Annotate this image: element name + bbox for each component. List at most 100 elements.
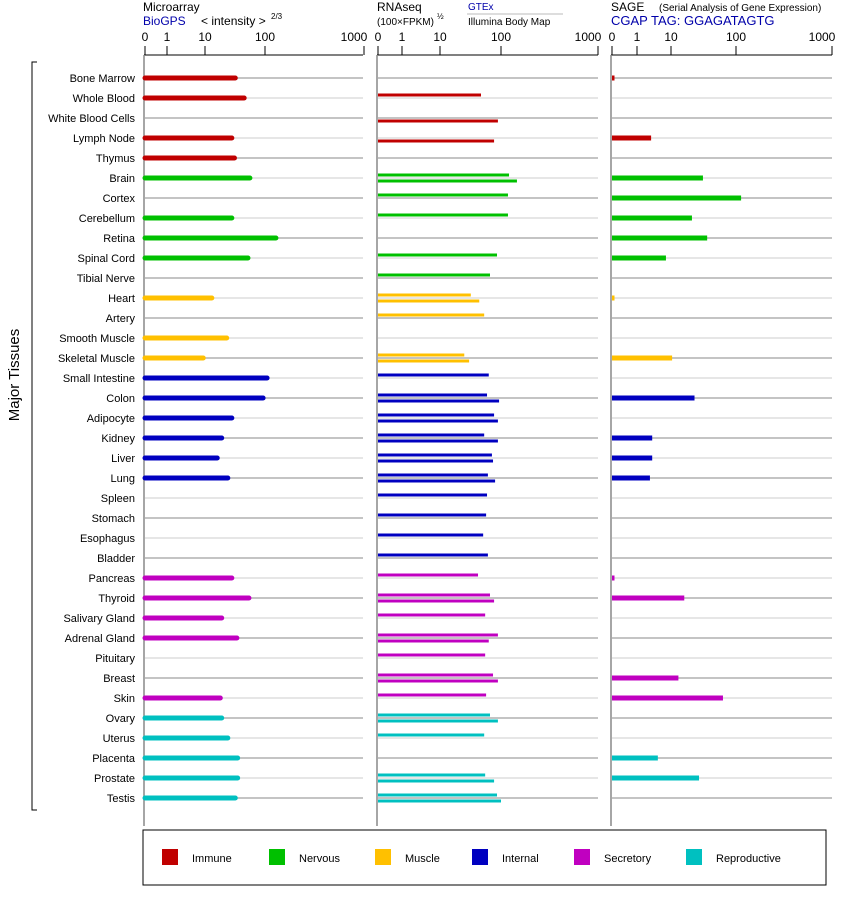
tissue-label: Bone Marrow [70,73,135,85]
legend-label-internal: Internal [502,853,539,865]
microarray-tick-label: 100 [255,30,275,44]
rnaseq-bar [378,353,465,357]
legend-label-immune: Immune [192,853,232,865]
rnaseq-bar [378,93,481,97]
microarray-tick-label: 1 [164,30,171,44]
microarray-exponent: 2/3 [271,12,283,21]
rnaseq-title: RNAseq [377,0,422,14]
sage-tick-label: 100 [726,30,746,44]
sage-tick-label: 1000 [809,30,836,44]
legend-swatch-nervous [269,849,285,865]
tissue-label: Heart [108,293,135,305]
rnaseq-bar [378,493,488,497]
rnaseq-bar [378,473,488,477]
rnaseq-bar [378,633,498,637]
rnaseq-tick-label: 1 [399,30,406,44]
sage-bar [612,355,673,361]
sage-bar [612,575,615,581]
rnaseq-bar [378,779,495,783]
sage-title: SAGE [611,0,644,14]
tissue-label: Placenta [92,753,136,765]
tissue-label: Uterus [103,733,136,745]
tissue-label: Whole Blood [73,93,135,105]
rnaseq-bar [378,293,471,297]
tissue-label: Retina [103,233,136,245]
tissue-label: Prostate [94,773,135,785]
gtex-link[interactable]: GTEx [468,2,494,13]
tissue-label: Smooth Muscle [59,333,135,345]
tissue-label: Cortex [103,193,136,205]
rnaseq-tick-label: 0 [375,30,382,44]
tissue-label: Brain [109,173,135,185]
rnaseq-bar [378,119,498,123]
tissue-label: Pituitary [95,653,135,665]
legend-swatch-immune [162,849,178,865]
sage-subtitle: (Serial Analysis of Gene Expression) [659,3,821,14]
rnaseq-bar [378,479,496,483]
tissue-label: Cerebellum [79,213,135,225]
tissue-label: Esophagus [80,533,136,545]
rnaseq-bar [378,399,500,403]
rnaseq-bar [378,393,488,397]
tissue-label: Small Intestine [63,373,135,385]
rnaseq-bar [378,193,508,197]
rnaseq-tick-label: 100 [491,30,511,44]
legend-label-nervous: Nervous [299,853,340,865]
tissue-label: Artery [106,313,136,325]
sage-bar [612,755,658,761]
tissue-label: Testis [107,793,136,805]
sage-bar [612,675,679,681]
sage-bar [612,75,615,81]
rnaseq-tick-label: 10 [433,30,447,44]
rnaseq-bar [378,693,487,697]
rnaseq-bar [378,173,510,177]
tissue-label: Spinal Cord [78,253,135,265]
rnaseq-bar [378,459,494,463]
rnaseq-bar [378,599,495,603]
illumina-body-map-label: Illumina Body Map [468,17,551,28]
rnaseq-bar [378,453,492,457]
rnaseq-bar [378,253,498,257]
microarray-scale-label: < intensity > [201,14,266,28]
rnaseq-bar [378,593,490,597]
microarray-tick-label: 1000 [341,30,368,44]
microarray-tick-label: 10 [198,30,212,44]
legend-swatch-internal [472,849,488,865]
legend-swatch-reproductive [686,849,702,865]
rnaseq-bar [378,513,487,517]
tissue-label: Ovary [106,713,136,725]
sage-tick-label: 1 [634,30,641,44]
rnaseq-bar [378,313,485,317]
tissue-label: Adipocyte [87,413,135,425]
rnaseq-bar [378,273,490,277]
tissue-label: Skeletal Muscle [58,353,135,365]
rnaseq-bar [378,679,498,683]
rnaseq-bar [378,533,484,537]
tissue-label: Liver [111,453,135,465]
sage-bar [612,595,685,601]
legend-swatch-muscle [375,849,391,865]
legend-label-muscle: Muscle [405,853,440,865]
rnaseq-bar [378,553,488,557]
rnaseq-bar [378,639,489,643]
sage-bar [612,455,653,461]
sage-bar [612,775,700,781]
rnaseq-bar [378,433,485,437]
rnaseq-bar [378,793,498,797]
microarray-title: Microarray [143,0,200,14]
sage-tick-label: 0 [609,30,616,44]
rnaseq-bar [378,413,495,417]
rnaseq-bar [378,799,501,803]
microarray-tick-label: 0 [142,30,149,44]
rnaseq-bar [378,139,495,143]
sage-bar [612,255,666,261]
rnaseq-exponent: ½ [437,12,444,21]
tissue-label: Bladder [97,553,135,565]
rnaseq-bar [378,359,470,363]
rnaseq-bar [378,573,479,577]
legend-label-secretory: Secretory [604,853,652,865]
rnaseq-bar [378,653,486,657]
biogps-link[interactable]: BioGPS [143,14,186,28]
sage-tag-link[interactable]: CGAP TAG: GGAGATAGTG [611,13,775,28]
